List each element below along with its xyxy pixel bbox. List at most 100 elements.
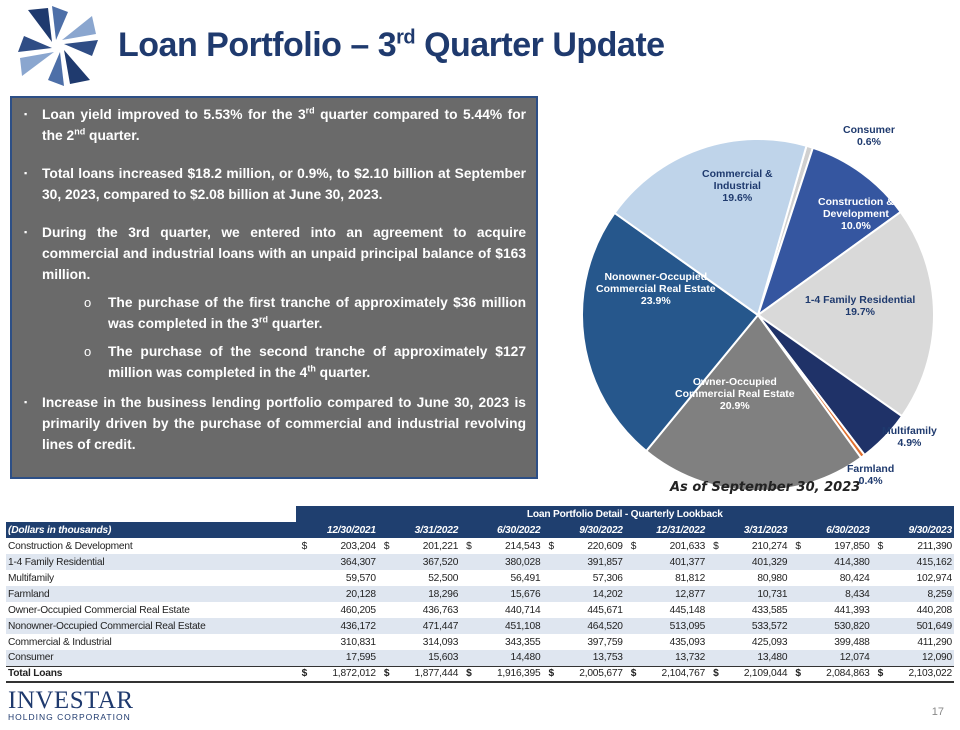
cell-value: 1,877,444 (391, 665, 461, 683)
cell-value: 440,714 (505, 604, 541, 616)
currency-symbol (707, 650, 722, 666)
currency-symbol (377, 586, 392, 602)
cell-value: 460,205 (340, 604, 376, 616)
cell-value: 18,296 (391, 586, 461, 602)
currency-symbol (707, 634, 721, 650)
table-row: Construction & Development $203,204 $201,2… (6, 538, 954, 554)
cell-value: 197,850 (834, 540, 870, 552)
pie-slice-construction-development (756, 146, 903, 318)
currency-symbol (872, 634, 886, 650)
cell-value: 102,974 (916, 572, 953, 584)
row-label: Commercial & Industrial (8, 636, 112, 648)
currency-symbol (542, 634, 556, 650)
currency-symbol (871, 650, 886, 666)
currency-symbol: $ (460, 665, 475, 683)
currency-symbol: $ (548, 540, 554, 552)
cell-value: 401,329 (721, 554, 790, 570)
currency-symbol (707, 602, 721, 618)
table-header-period: 9/30/2023 (871, 522, 954, 538)
currency-symbol (295, 618, 310, 634)
cell-value: 314,093 (422, 636, 459, 648)
cell-value: 12,090 (885, 650, 954, 666)
row-label: Multifamily (8, 572, 54, 584)
pie-label-1-4-family: 1-4 Family Residential 19.7% (805, 294, 916, 318)
pie-slice-commercial-industrial (613, 138, 808, 317)
cell-value: 13,480 (721, 650, 790, 666)
cell-value: 10,731 (721, 586, 790, 602)
currency-symbol (789, 586, 804, 602)
pie-label-multifamily: Multifamily 4.9% (882, 425, 937, 449)
cell-value: 451,108 (474, 618, 543, 634)
cell-value: 14,202 (556, 586, 625, 602)
currency-symbol (871, 554, 886, 570)
cell-value: 80,980 (757, 572, 788, 584)
cell-value: 445,671 (587, 604, 623, 616)
currency-symbol (296, 570, 310, 586)
currency-symbol (789, 554, 804, 570)
currency-symbol (707, 554, 722, 570)
table-header-period: 12/30/2021 (295, 522, 378, 538)
currency-symbol (460, 618, 475, 634)
currency-symbol (460, 602, 474, 618)
currency-symbol: $ (795, 540, 801, 552)
cell-value: 57,306 (592, 572, 623, 584)
table-header-period: 12/31/2022 (624, 522, 708, 538)
cell-value: 364,307 (309, 554, 378, 570)
table-header-dollars: (Dollars in thousands) (6, 522, 296, 538)
currency-symbol (872, 570, 886, 586)
currency-symbol (296, 634, 310, 650)
currency-symbol (872, 602, 886, 618)
table-row: Farmland 20,128 18,296 15,676 14,202 12,877 10… (6, 586, 954, 602)
cell-value: 397,759 (587, 636, 623, 648)
cell-value: 310,831 (340, 636, 376, 648)
pie-label-construction: Construction & Development 10.0% (818, 196, 894, 232)
currency-symbol (789, 570, 803, 586)
bullet-business-lending: ▪ Increase in the business lending portfo… (24, 395, 526, 452)
cell-value: 12,074 (803, 650, 872, 666)
pie-label-nonowner-occupied: Nonowner-Occupied Commercial Real Estate 2… (596, 271, 716, 307)
row-label: Total Loans (6, 665, 296, 683)
currency-symbol (542, 650, 557, 666)
cell-value: 2,084,863 (803, 665, 872, 683)
pie-label-consumer: Consumer 0.6% (843, 124, 895, 148)
row-label: Nonowner-Occupied Commercial Real Estate (6, 618, 296, 634)
currency-symbol: $ (542, 665, 557, 683)
table-row: Multifamily 59,570 52,500 56,491 57,306 81,81… (6, 570, 954, 586)
currency-symbol (789, 602, 803, 618)
brand-name: INVESTAR (8, 687, 134, 714)
brand-subtitle: HOLDING CORPORATION (8, 712, 131, 722)
currency-symbol: $ (295, 665, 310, 683)
currency-symbol: $ (301, 540, 308, 552)
currency-symbol (377, 618, 392, 634)
cell-value: 433,585 (751, 604, 788, 616)
page-number: 17 (931, 706, 944, 718)
currency-symbol (789, 634, 803, 650)
cell-value: 80,424 (839, 572, 870, 584)
currency-symbol: $ (630, 540, 637, 552)
cell-value: 2,104,767 (638, 665, 708, 683)
cell-value: 81,812 (675, 572, 706, 584)
cell-value: 56,491 (510, 572, 541, 584)
currency-symbol (625, 570, 639, 586)
currency-symbol: $ (871, 665, 886, 683)
currency-symbol (542, 586, 557, 602)
currency-symbol (789, 650, 804, 666)
cell-value: 13,732 (638, 650, 708, 666)
currency-symbol (707, 570, 721, 586)
currency-symbol (542, 618, 557, 634)
currency-symbol: $ (707, 665, 722, 683)
currency-symbol (707, 586, 722, 602)
cell-value: 2,005,677 (556, 665, 625, 683)
cell-value: 8,259 (885, 586, 954, 602)
currency-symbol (296, 602, 310, 618)
cell-value: 12,877 (638, 586, 708, 602)
cell-value: 201,221 (422, 540, 459, 552)
currency-symbol (871, 618, 886, 634)
currency-symbol (377, 650, 392, 666)
investar-brand-logo: INVESTAR HOLDING CORPORATION (8, 687, 134, 722)
cell-value: 441,393 (834, 604, 870, 616)
row-label: Construction & Development (8, 540, 133, 552)
cell-value: 1,872,012 (309, 665, 378, 683)
currency-symbol (378, 602, 392, 618)
pie-slice-owner-occupied-commercial-real-estate (644, 313, 863, 492)
